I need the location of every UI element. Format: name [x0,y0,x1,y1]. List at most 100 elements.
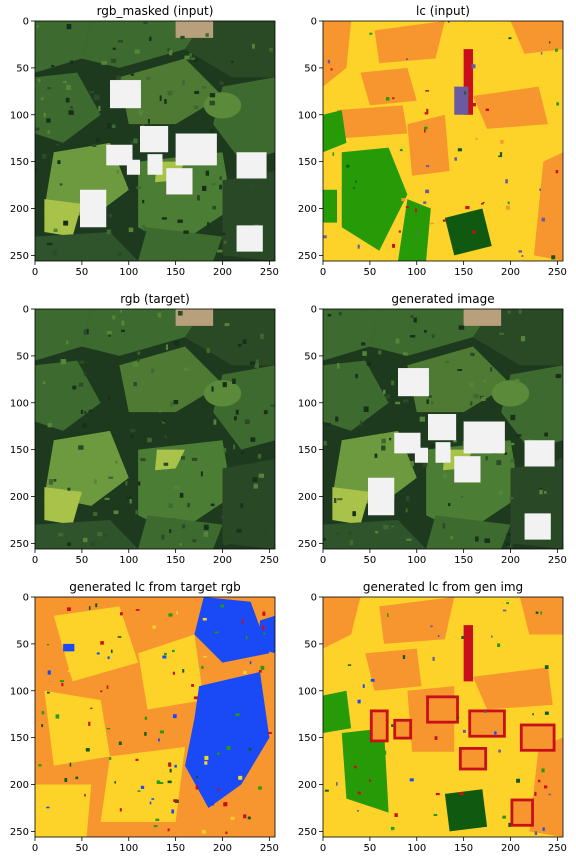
axes-frame [34,20,276,262]
y-tick-label: 100 [298,110,317,121]
x-tick-label: 250 [260,267,279,278]
panel-title: rgb_masked (input) [97,4,214,18]
y-tick-label: 150 [298,445,317,456]
panel-title: lc (input) [416,4,470,18]
x-tick-label: 200 [501,267,520,278]
panel-title: generated image [391,292,494,306]
panel-svg: rgb_masked (input)0 50 100 150 200 2500501001… [10,4,279,278]
y-tick-label: 50 [304,639,317,650]
x-tick-label: 100 [119,843,138,854]
panel-svg: generated lc from target rgb 0 50 100 150 200… [10,580,279,854]
panel-generated-image: generated image 0 50 100 150 200 250 0 50 100 150 2… [288,288,576,576]
y-tick-label: 0 [23,305,29,316]
y-tick-label: 200 [298,204,317,215]
x-tick-label: 100 [407,267,426,278]
x-tick-label: 250 [260,555,279,566]
image-content [35,597,275,837]
x-tick-label: 0 [320,555,326,566]
y-tick-label: 200 [298,492,317,503]
y-tick-label: 50 [16,351,29,362]
panel-gen-lc-target: generated lc from target rgb 0 50 100 150 200… [0,576,288,864]
axes-frame [34,308,276,550]
y-tick-label: 100 [298,398,317,409]
y-tick-label: 50 [16,639,29,650]
panel-rgb-target: rgb (target) 0 50 100 150 200 250 0 50 100 150 200 2… [0,288,288,576]
x-tick-label: 100 [119,267,138,278]
axes-frame [322,596,564,838]
axes-frame [322,20,564,262]
y-tick-label: 250 [10,251,29,262]
y-tick-label: 100 [10,686,29,697]
x-tick-label: 50 [364,843,377,854]
panel-title: generated lc from gen img [363,580,523,594]
x-tick-label: 50 [364,555,377,566]
panel-title: generated lc from target rgb [69,580,241,594]
panel-svg: rgb (target)0 50 100 150 200 2500501001502002… [10,292,279,566]
y-tick-label: 0 [311,305,317,316]
x-tick-label: 150 [454,267,473,278]
y-tick-label: 0 [23,17,29,28]
axes-frame [322,308,564,550]
panel-rgb-masked: rgb_masked (input) 0 50 100 150 200 250 0 50 100 1… [0,0,288,288]
x-tick-label: 150 [166,555,185,566]
panel-title: rgb (target) [120,292,190,306]
image-content [323,597,563,837]
y-tick-label: 150 [10,733,29,744]
x-tick-label: 200 [501,555,520,566]
y-tick-label: 250 [298,827,317,838]
x-tick-label: 200 [213,555,232,566]
x-tick-label: 0 [32,555,38,566]
image-content [35,309,275,549]
x-tick-label: 50 [76,555,89,566]
y-tick-label: 200 [10,780,29,791]
y-tick-label: 200 [298,780,317,791]
x-tick-label: 0 [32,843,38,854]
x-tick-label: 50 [364,267,377,278]
y-tick-label: 200 [10,492,29,503]
panel-lc-input: lc (input) 0 50 100 150 200 250 0 50 100 150 200 250 [288,0,576,288]
x-tick-label: 250 [548,555,567,566]
y-tick-label: 0 [311,17,317,28]
x-tick-label: 150 [454,843,473,854]
y-tick-label: 50 [304,351,317,362]
y-tick-label: 250 [10,827,29,838]
axes-frame [34,596,276,838]
x-tick-label: 150 [166,843,185,854]
x-tick-label: 150 [454,555,473,566]
y-tick-label: 100 [10,398,29,409]
image-content [323,309,563,549]
y-tick-label: 150 [298,157,317,168]
x-tick-label: 200 [213,843,232,854]
y-tick-label: 250 [298,539,317,550]
y-tick-label: 200 [10,204,29,215]
y-tick-label: 100 [298,686,317,697]
x-tick-label: 50 [76,843,89,854]
x-tick-label: 250 [260,843,279,854]
y-tick-label: 250 [298,251,317,262]
x-tick-label: 200 [213,267,232,278]
y-tick-label: 50 [16,63,29,74]
x-tick-label: 250 [548,267,567,278]
x-tick-label: 150 [166,267,185,278]
y-tick-label: 150 [10,157,29,168]
y-tick-label: 50 [304,63,317,74]
x-tick-label: 50 [76,267,89,278]
y-tick-label: 0 [311,593,317,604]
y-tick-label: 150 [10,445,29,456]
image-content [35,21,275,261]
image-content [323,21,563,261]
x-tick-label: 100 [407,843,426,854]
x-tick-label: 250 [548,843,567,854]
x-tick-label: 0 [32,267,38,278]
x-tick-label: 100 [119,555,138,566]
x-tick-label: 0 [320,843,326,854]
panel-svg: generated lc from gen img 0 50 100 150 200 250… [298,580,567,854]
x-tick-label: 100 [407,555,426,566]
x-tick-label: 200 [501,843,520,854]
y-tick-label: 0 [23,593,29,604]
y-tick-label: 100 [10,110,29,121]
x-tick-label: 0 [320,267,326,278]
panel-gen-lc-gen: generated lc from gen img 0 50 100 150 200 250… [288,576,576,864]
